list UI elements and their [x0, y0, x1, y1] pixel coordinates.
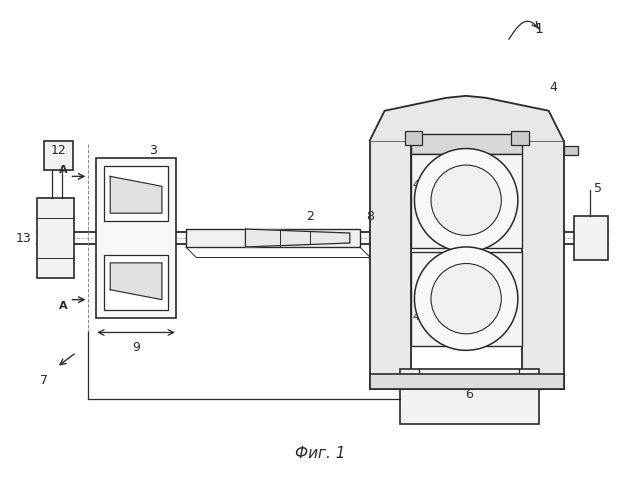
Text: Фиг. 1: Фиг. 1: [295, 446, 345, 461]
Bar: [412, 133, 522, 154]
Circle shape: [415, 247, 518, 350]
Bar: [573, 216, 609, 260]
Bar: [186, 229, 360, 247]
Bar: [412, 252, 522, 347]
Bar: [404, 131, 422, 144]
Bar: [564, 145, 577, 156]
Text: 12: 12: [51, 144, 67, 157]
Bar: [522, 141, 564, 389]
Text: 2: 2: [306, 210, 314, 223]
Circle shape: [415, 148, 518, 252]
Text: 1: 1: [534, 22, 543, 36]
Text: 3: 3: [149, 144, 157, 157]
Circle shape: [431, 264, 501, 334]
Bar: [104, 255, 168, 310]
Text: 13: 13: [16, 231, 31, 244]
Bar: [399, 369, 539, 424]
Text: 8: 8: [365, 210, 374, 223]
Bar: [370, 374, 564, 389]
Polygon shape: [245, 229, 350, 247]
Text: A: A: [59, 300, 68, 311]
Text: 7: 7: [40, 374, 47, 387]
Bar: [96, 158, 176, 318]
Bar: [104, 167, 168, 221]
Text: 5: 5: [595, 182, 602, 195]
Text: 9: 9: [132, 341, 140, 354]
Text: A: A: [59, 166, 68, 175]
Bar: [511, 131, 529, 144]
Polygon shape: [110, 176, 162, 213]
Bar: [36, 198, 74, 278]
Bar: [44, 141, 74, 170]
Circle shape: [431, 165, 501, 235]
Text: 4a: 4a: [412, 180, 426, 190]
Text: 6: 6: [465, 388, 473, 401]
Bar: [412, 154, 522, 248]
Bar: [370, 141, 412, 389]
Polygon shape: [370, 96, 564, 141]
Text: 4: 4: [550, 82, 557, 95]
Text: 4b: 4b: [412, 312, 426, 322]
Polygon shape: [110, 263, 162, 300]
